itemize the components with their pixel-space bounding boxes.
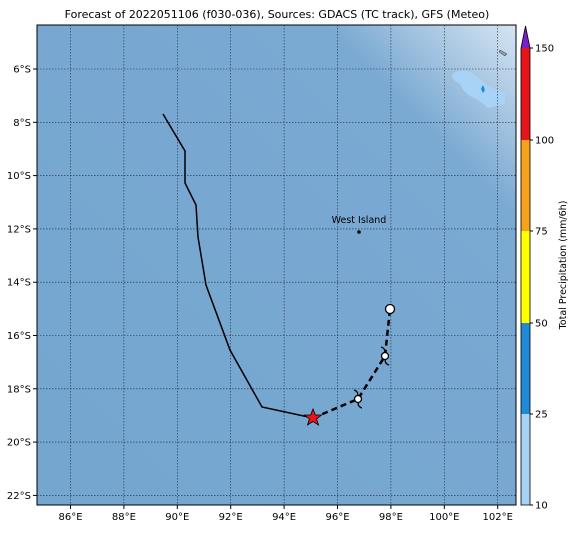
lon-label: 102°E [482,512,512,523]
lon-label: 98°E [379,512,403,523]
lon-label: 100°E [429,512,459,523]
lat-label: 8°S [13,118,31,129]
place-marker [357,230,361,234]
colorbar-tick-label: 100 [535,136,554,147]
lon-label: 88°E [112,512,136,523]
colorbar-tick-label: 150 [535,44,554,55]
colorbar-tick-label: 75 [535,227,548,238]
storm-symbol [353,389,363,409]
colorbar [520,25,531,506]
map-area [36,24,517,506]
lon-label: 86°E [58,512,82,523]
lon-label: 90°E [165,512,189,523]
axis-labels: 86°E 88°E 90°E 92°E 94°E 96°E 98°E 100°E 102°E 6°… [7,65,513,524]
storm-symbol [380,346,390,366]
lon-label: 92°E [219,512,243,523]
forecast-track [312,308,392,420]
colorbar-label: Total Precipitation (mm/6h) [558,201,569,331]
observed-track [162,113,314,419]
lat-label: 6°S [13,65,31,76]
lat-label: 18°S [7,384,31,395]
lon-label: 96°E [325,512,349,523]
forecast-end [384,303,396,315]
graticule [37,25,516,505]
place-label: West Island [332,215,387,226]
lat-label: 10°S [7,171,31,182]
colorbar-tick-label: 25 [535,410,548,421]
current-position [303,407,323,426]
colorbar-tick-label: 50 [535,319,548,330]
land-precip [452,70,505,108]
lat-label: 22°S [7,491,31,502]
colorbar-tick-label: 10 [535,501,548,512]
lat-label: 16°S [7,331,31,342]
lat-label: 12°S [7,224,31,235]
island [498,49,508,57]
lat-label: 20°S [7,438,31,449]
lon-label: 94°E [272,512,296,523]
colorbar-ticks: 10 25 50 75 100 150 [530,44,554,512]
land-precip-core [481,85,485,93]
lat-label: 14°S [7,278,31,289]
title: Forecast of 2022051106 (f030-036), Sourc… [65,8,490,21]
